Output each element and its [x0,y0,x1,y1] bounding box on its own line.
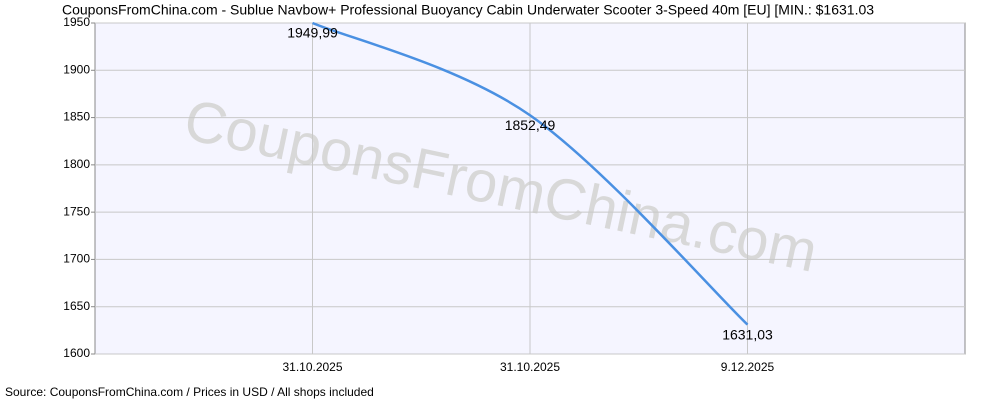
y-tick-label: 1700 [63,252,90,266]
x-tick-label: 9.12.2025 [721,360,775,374]
x-tick-label: 31.10.2025 [500,360,560,374]
value-label: 1631,03 [722,326,773,342]
source-note: Source: CouponsFromChina.com / Prices in… [5,385,374,399]
value-label: 1852,49 [505,117,556,133]
y-tick-label: 1900 [63,62,90,76]
y-tick-label: 1600 [63,346,90,360]
price-line [312,21,749,326]
value-label: 1949,99 [287,25,338,41]
y-tick-label: 1650 [63,299,90,313]
y-tick-label: 1850 [63,110,90,124]
y-tick-label: 1950 [63,15,90,29]
chart-title: CouponsFromChina.com - Sublue Navbow+ Pr… [62,2,874,18]
y-tick-label: 1800 [63,157,90,171]
y-tick-label: 1750 [63,204,90,218]
x-tick-label: 31.10.2025 [282,360,342,374]
